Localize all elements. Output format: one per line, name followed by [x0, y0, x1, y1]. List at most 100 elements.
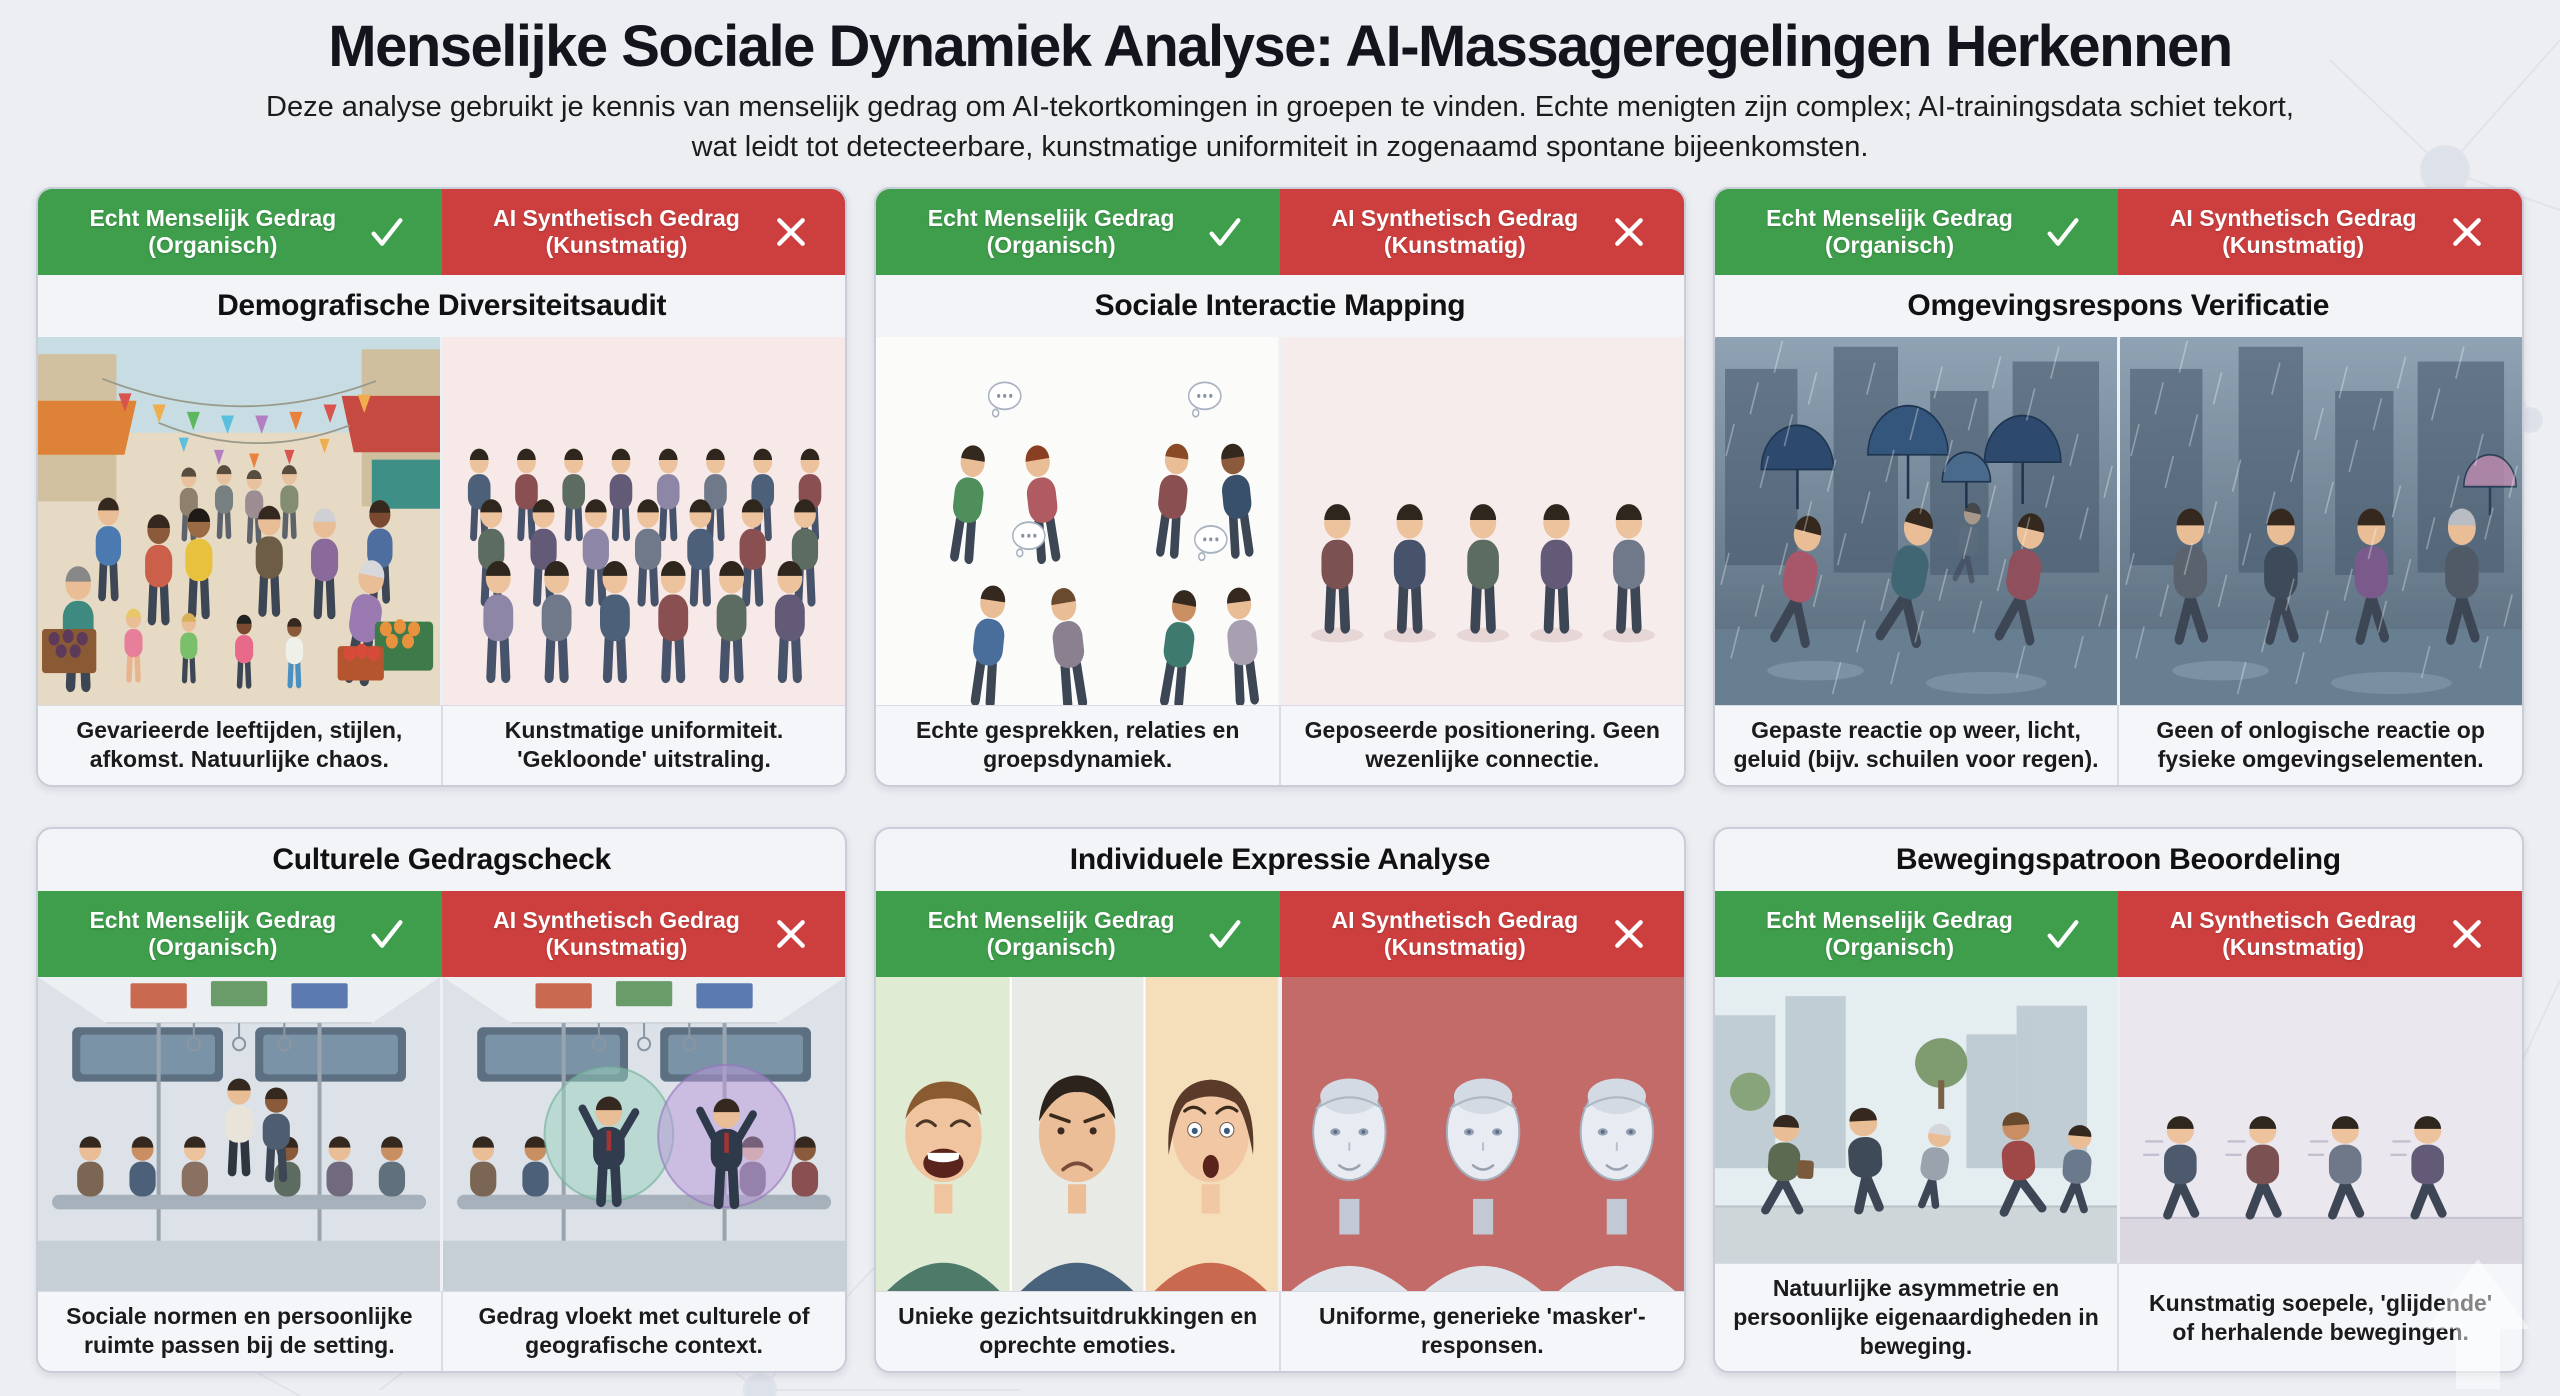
ai-panel [443, 336, 846, 705]
card-individuele-expressie-analyse: Individuele Expressie Analyse Echt Mense… [874, 826, 1686, 1373]
real-behavior-label: Echt Menselijk Gedrag (Organisch) [1766, 906, 2013, 960]
ai-panel [2119, 336, 2522, 705]
card-sociale-interactie-mapping: Echt Menselijk Gedrag (Organisch) AI Syn… [874, 186, 1686, 787]
real-caption: Echte gesprekken, relaties en groepsdyna… [876, 705, 1281, 785]
real-illustration [876, 976, 1279, 1291]
ai-caption: Geposeerde positionering. Geen wezenlijk… [1304, 717, 1660, 773]
real-behavior-header: Echt Menselijk Gedrag (Organisch) [1714, 890, 2119, 977]
card-omgevingsrespons-verificatie: Echt Menselijk Gedrag (Organisch) AI Syn… [1712, 186, 2524, 787]
check-icon [367, 212, 407, 252]
real-panel [38, 336, 444, 705]
caption-row: Unieke gezichtsuitdrukkingen en oprechte… [876, 1290, 1684, 1371]
verdict-bar: Echt Menselijk Gedrag (Organisch) AI Syn… [1714, 188, 2522, 275]
card-culturele-gedragscheck: Culturele Gedragscheck Echt Menselijk Ge… [36, 826, 848, 1373]
verdict-bar: Echt Menselijk Gedrag (Organisch) AI Syn… [38, 890, 846, 977]
check-icon [1205, 212, 1245, 252]
page-subtitle: Deze analyse gebruikt je kennis van mens… [0, 87, 2560, 167]
real-behavior-header: Echt Menselijk Gedrag (Organisch) [876, 188, 1280, 275]
ai-illustration [1281, 336, 1684, 705]
real-behavior-label: Echt Menselijk Gedrag (Organisch) [89, 204, 337, 258]
real-behavior-label: Echt Menselijk Gedrag (Organisch) [927, 204, 1175, 258]
ai-panel [1281, 336, 1684, 705]
check-icon [367, 914, 407, 954]
comparison-panels [38, 336, 846, 705]
x-icon [771, 914, 811, 954]
verdict-bar: Echt Menselijk Gedrag (Organisch) AI Syn… [38, 188, 846, 275]
check-icon [2043, 212, 2083, 252]
page-title: Menselijke Sociale Dynamiek Analyse: AI-… [328, 14, 2233, 79]
caption-row: Natuurlijke asymmetrie en persoonlijke e… [1714, 1263, 2522, 1371]
caption-row: Echte gesprekken, relaties en groepsdyna… [876, 704, 1684, 785]
ai-behavior-header: AI Synthetisch Gedrag (Kunstmatig) [1280, 890, 1684, 977]
ai-caption: Geen of onlogische reactie op fysieke om… [2156, 717, 2485, 773]
card-demografische-diversiteitsaudit: Echt Menselijk Gedrag (Organisch) AI Syn… [36, 186, 848, 787]
ai-caption: Gedrag vloekt met culturele of geografis… [478, 1303, 810, 1359]
ai-behavior-label: AI Synthetisch Gedrag (Kunstmatig) [2169, 906, 2417, 960]
ai-illustration [2119, 336, 2522, 705]
card-title: Sociale Interactie Mapping [1094, 288, 1466, 322]
ai-behavior-label: AI Synthetisch Gedrag (Kunstmatig) [1331, 204, 1579, 258]
verdict-bar: Echt Menselijk Gedrag (Organisch) AI Syn… [876, 890, 1684, 977]
caption-row: Gepaste reactie op weer, licht, geluid (… [1714, 704, 2522, 785]
ai-panel [443, 976, 846, 1291]
page-header: Menselijke Sociale Dynamiek Analyse: AI-… [0, 0, 2560, 167]
card-title: Individuele Expressie Analyse [1069, 842, 1491, 876]
real-panel [1714, 976, 2120, 1264]
x-icon [2447, 212, 2487, 252]
real-panel [876, 336, 1282, 705]
ai-illustration [1281, 976, 1684, 1291]
real-panel [876, 976, 1282, 1291]
real-caption: Natuurlijke asymmetrie en persoonlijke e… [1715, 1264, 2120, 1371]
card-bewegingspatroon-beoordeling: Bewegingspatroon Beoordeling Echt Mensel… [1712, 826, 2524, 1373]
real-illustration [38, 336, 441, 705]
check-icon [1205, 914, 1245, 954]
real-behavior-header: Echt Menselijk Gedrag (Organisch) [38, 890, 442, 977]
real-caption: Unieke gezichtsuitdrukkingen en oprechte… [876, 1291, 1281, 1371]
real-behavior-label: Echt Menselijk Gedrag (Organisch) [1766, 204, 2013, 258]
ai-panel [1281, 976, 1684, 1291]
caption-row: Sociale normen en persoonlijke ruimte pa… [38, 1290, 846, 1371]
ai-behavior-header: AI Synthetisch Gedrag (Kunstmatig) [2118, 890, 2522, 977]
comparison-panels [38, 976, 846, 1291]
check-icon [2043, 914, 2083, 954]
ai-illustration [443, 336, 846, 705]
real-behavior-label: Echt Menselijk Gedrag (Organisch) [927, 906, 1175, 960]
real-behavior-header: Echt Menselijk Gedrag (Organisch) [38, 188, 442, 275]
ai-caption: Uniforme, generieke 'masker'-responsen. [1318, 1303, 1646, 1359]
ai-caption: Kunstmatige uniformiteit. 'Gekloonde' ui… [504, 717, 784, 773]
ai-behavior-label: AI Synthetisch Gedrag (Kunstmatig) [2169, 204, 2417, 258]
real-illustration [38, 976, 441, 1291]
ai-behavior-header: AI Synthetisch Gedrag (Kunstmatig) [1280, 188, 1684, 275]
real-caption: Gevarieerde leeftijden, stijlen, afkomst… [38, 705, 443, 785]
verdict-bar: Echt Menselijk Gedrag (Organisch) AI Syn… [876, 188, 1684, 275]
comparison-panels [876, 976, 1684, 1291]
real-panel [1714, 336, 2120, 705]
ai-behavior-label: AI Synthetisch Gedrag (Kunstmatig) [493, 204, 740, 258]
card-title: Bewegingspatroon Beoordeling [1895, 842, 2341, 876]
ai-behavior-header: AI Synthetisch Gedrag (Kunstmatig) [441, 188, 846, 275]
comparison-panels [876, 336, 1684, 705]
ai-behavior-header: AI Synthetisch Gedrag (Kunstmatig) [441, 890, 846, 977]
ai-illustration [443, 976, 846, 1291]
comparison-grid: Echt Menselijk Gedrag (Organisch) AI Syn… [36, 186, 2524, 1373]
real-behavior-label: Echt Menselijk Gedrag (Organisch) [89, 906, 337, 960]
card-title: Omgevingsrespons Verificatie [1907, 288, 2330, 322]
x-icon [2447, 914, 2487, 954]
real-panel [38, 976, 444, 1291]
x-icon [1609, 212, 1649, 252]
ai-illustration [2119, 976, 2522, 1264]
ai-behavior-label: AI Synthetisch Gedrag (Kunstmatig) [1331, 906, 1579, 960]
comparison-panels [1714, 976, 2522, 1264]
x-icon [1609, 914, 1649, 954]
ai-panel [2119, 976, 2522, 1264]
comparison-panels [1714, 336, 2522, 705]
real-behavior-header: Echt Menselijk Gedrag (Organisch) [1714, 188, 2119, 275]
real-illustration [1714, 336, 2117, 705]
ai-behavior-label: AI Synthetisch Gedrag (Kunstmatig) [493, 906, 740, 960]
card-title: Demografische Diversiteitsaudit [217, 288, 667, 322]
real-caption: Gepaste reactie op weer, licht, geluid (… [1715, 705, 2120, 785]
ai-behavior-header: AI Synthetisch Gedrag (Kunstmatig) [2118, 188, 2522, 275]
real-caption: Sociale normen en persoonlijke ruimte pa… [38, 1291, 443, 1371]
caption-row: Gevarieerde leeftijden, stijlen, afkomst… [38, 704, 846, 785]
real-behavior-header: Echt Menselijk Gedrag (Organisch) [876, 890, 1280, 977]
